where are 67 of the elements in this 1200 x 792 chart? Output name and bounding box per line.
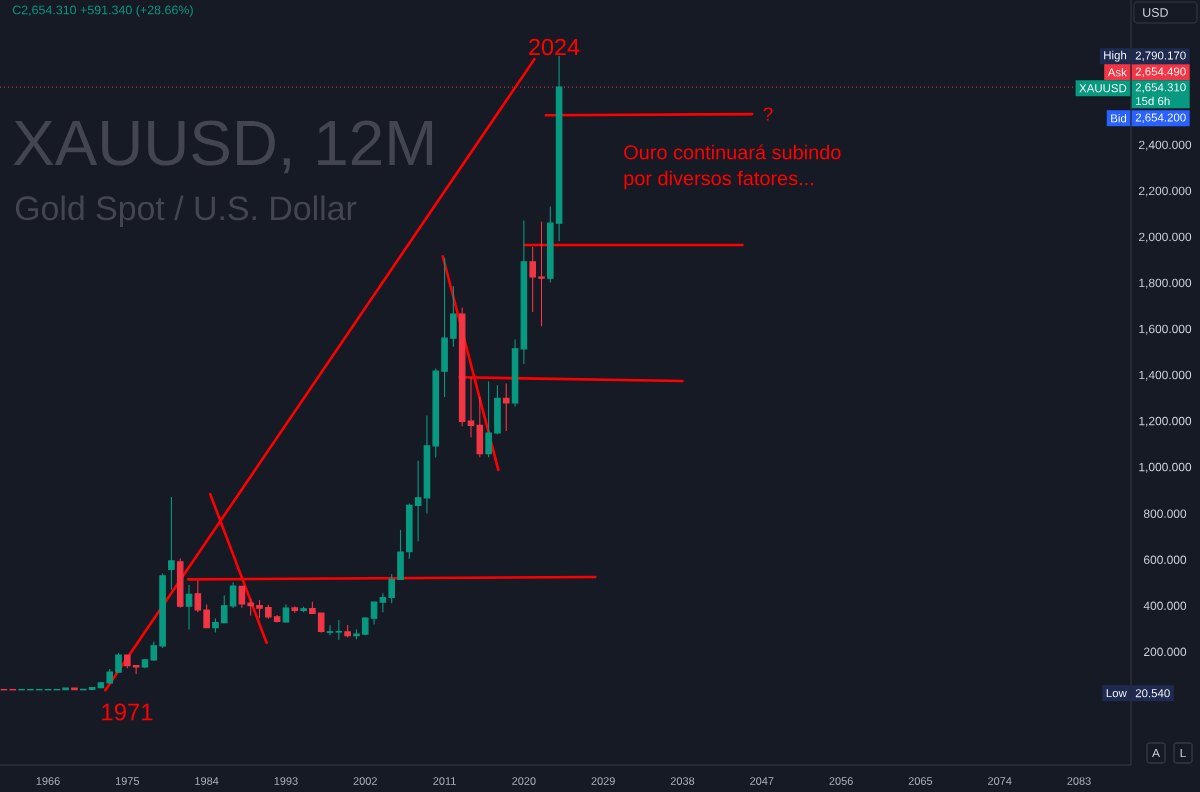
candlestick [502, 382, 510, 432]
candlestick [326, 624, 334, 636]
text: 15d 6h [1136, 96, 1170, 106]
x-tick-label: 1966 [36, 777, 60, 785]
annotation: por diversos fatores... [624, 170, 813, 190]
annotation: Low [1106, 689, 1127, 698]
annotation: C2,654.310 +591.340 (+28.66%) [12, 5, 193, 17]
text: L [1180, 748, 1186, 758]
y-tick-label: 800.000 [1143, 509, 1187, 518]
y-tick-label: 400.000 [1143, 601, 1187, 611]
annotation: Bid [1111, 113, 1127, 123]
x-tick-label: 1984 [195, 777, 219, 785]
candlestick [370, 601, 378, 625]
text: 20.540 [1135, 689, 1170, 698]
annotation: 2024 [529, 38, 580, 56]
text: USD [1143, 8, 1168, 17]
y-tick-label: 1,400.000 [1139, 370, 1192, 381]
text: 2,790.170 [1135, 51, 1186, 61]
x-tick-label: 2056 [829, 777, 853, 785]
x-tick-label: 2011 [433, 777, 456, 785]
x-tick-label: 2038 [670, 777, 695, 785]
candlestick [168, 496, 175, 591]
x-tick-label: 2002 [353, 777, 377, 785]
candlestick [335, 619, 343, 641]
x-tick-label: 1975 [115, 777, 140, 785]
y-tick-label: 1,600.000 [1139, 324, 1192, 335]
y-tick-label: 1,800.000 [1139, 278, 1192, 289]
x-tick-label: 1993 [274, 777, 298, 785]
y-tick-label: 600.000 [1144, 555, 1187, 564]
annotation: 1971 [102, 703, 153, 721]
annotation: XAUUSD [1079, 84, 1127, 93]
y-tick-label: 1,000.000 [1139, 462, 1192, 473]
candlestick [529, 246, 536, 313]
candlestick [538, 221, 545, 327]
y-tick-label: 1,200.000 [1139, 416, 1192, 427]
candlestick [317, 612, 325, 634]
x-tick-label: 2065 [908, 777, 933, 785]
candlestick [132, 664, 140, 675]
text: 2,654.490 [1135, 67, 1186, 77]
x-tick-label: 2074 [988, 777, 1012, 785]
candlestick [220, 594, 228, 624]
text: A [1152, 748, 1160, 758]
candlestick [388, 573, 395, 604]
candlestick [467, 377, 475, 438]
candlestick [379, 592, 387, 613]
candlestick [256, 599, 263, 619]
candlestick [185, 584, 193, 631]
x-tick-label: 2047 [750, 777, 774, 785]
annotation: ? [763, 107, 773, 121]
x-tick-label: 2029 [591, 777, 615, 785]
candlestick [414, 460, 422, 542]
candlestick [282, 603, 290, 624]
text: 2,654.310 [1135, 83, 1186, 93]
annotation: High [1104, 50, 1127, 62]
text: 2,654.200 [1135, 113, 1186, 123]
y-tick-label: 2,000.000 [1139, 232, 1192, 243]
annotation: Ask [1107, 67, 1127, 77]
x-tick-label: 2020 [512, 777, 536, 785]
x-tick-label: 2083 [1067, 777, 1091, 785]
y-tick-label: 200.000 [1144, 647, 1187, 657]
annotation: Ouro continuará subindo [624, 144, 841, 160]
candlestick [485, 380, 492, 458]
y-tick-label: 2,400.000 [1139, 140, 1192, 151]
y-tick-label: 2,200.000 [1139, 186, 1192, 197]
candlestick [115, 652, 122, 673]
candlestick [194, 579, 202, 613]
candlestick [229, 581, 237, 609]
